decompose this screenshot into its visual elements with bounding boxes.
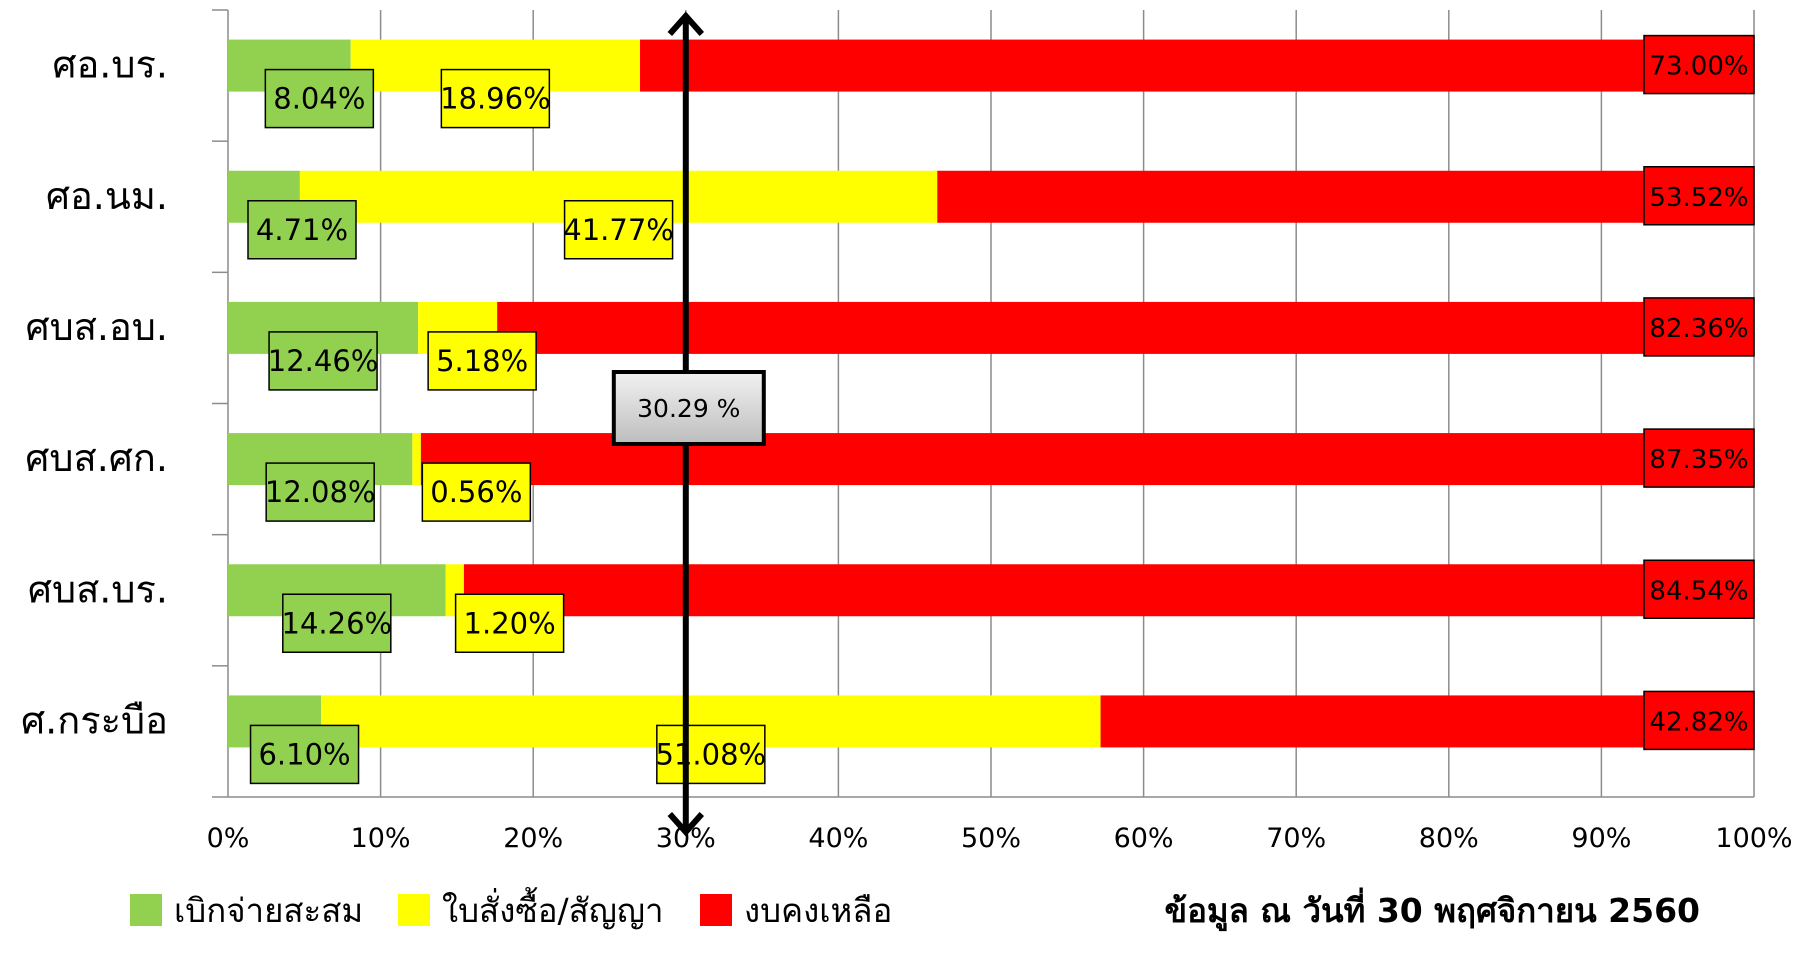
data-label-box [247,200,357,260]
bar-segment [640,39,1754,92]
x-tick-label: 100% [1715,823,1792,854]
legend-swatch [700,894,732,926]
legend-swatch [398,894,430,926]
data-label-box [1643,166,1755,226]
data-label: 0.56% [430,475,522,509]
legend-label: ใบสั่งซื้อ/สัญญา [442,887,664,930]
data-label: 12.08% [265,475,376,509]
bar-segment [937,170,1754,223]
data-label: 1.20% [464,606,556,640]
data-label: 84.54% [1649,576,1748,606]
x-tick-label: 80% [1419,823,1479,854]
data-label-box [282,593,392,653]
x-tick-label: 0% [207,823,250,854]
data-label: 8.04% [273,82,365,116]
data-label-box [1643,34,1755,95]
data-label-box [1643,297,1755,357]
legend-label: เบิกจ่ายสะสม [174,891,363,930]
data-label-box [264,68,375,129]
x-tick-label: 50% [961,823,1021,854]
reference-callout-box [611,370,766,446]
data-label-box [440,68,551,129]
data-label: 12.46% [268,344,379,378]
category-label: ศอ.บร. [52,43,168,87]
x-tick-label: 60% [1114,823,1174,854]
x-tick-label: 40% [808,823,868,854]
data-label: 41.77% [563,213,674,247]
bar-segment [497,301,1754,354]
category-label: ศอ.นม. [46,174,168,218]
data-label-box [656,724,766,785]
data-label: 4.71% [256,213,348,247]
data-label: 51.08% [656,737,767,771]
data-label: 5.18% [436,344,528,378]
data-label-box [1643,428,1755,488]
data-label: 42.82% [1649,707,1748,737]
legend-swatch [130,894,162,926]
data-label-box [427,331,537,391]
reference-callout-label: 30.29 % [637,394,740,423]
bar-segment [463,564,1755,617]
data-label: 82.36% [1649,314,1748,344]
data-label-box [563,200,674,260]
data-label: 18.96% [440,82,551,116]
data-label: 53.52% [1649,183,1748,213]
category-label: ศ.กระบือ [21,698,168,742]
category-label: ศบส.บร. [28,567,168,611]
data-label: 6.10% [258,737,350,771]
category-label: ศบส.ศก. [25,436,168,480]
legend-label: งบคงเหลือ [744,891,892,930]
data-label-box [421,462,532,522]
data-label: 14.26% [282,606,393,640]
arrow-head-down [667,812,705,837]
category-label: ศบส.อบ. [25,305,168,349]
x-tick-label: 10% [351,823,411,854]
x-tick-label: 90% [1571,823,1631,854]
data-date-note: ข้อมูล ณ วันที่ 30 พฤศจิกายน 2560 [1165,887,1700,932]
data-label-box [268,331,378,391]
data-label-box [265,462,375,522]
data-label: 73.00% [1649,52,1748,82]
data-label-box [1643,559,1755,619]
arrow-head-up [667,11,705,36]
x-tick-label: 70% [1266,823,1326,854]
data-label-box [249,724,360,785]
data-label-box [1643,690,1755,751]
data-label-box [454,593,565,653]
data-label: 87.35% [1649,445,1748,475]
x-tick-label: 20% [503,823,563,854]
bar-segment [412,433,421,486]
